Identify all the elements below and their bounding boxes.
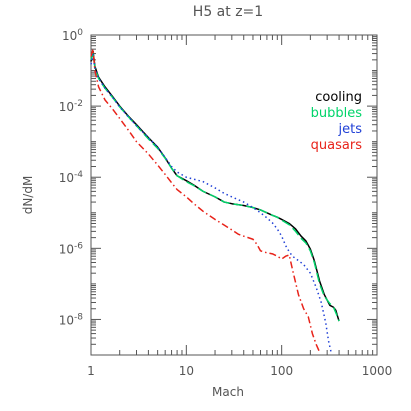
- y-tick-labels: 100 10-2 10-4 10-6 10-8: [59, 28, 84, 327]
- legend-entry-jets: jets: [338, 122, 363, 137]
- y-tick-label: 10-2: [59, 99, 83, 114]
- series-line-cooling: [90, 50, 340, 322]
- x-tick-label: 10: [179, 364, 194, 378]
- y-tick-label: 10-4: [59, 170, 84, 185]
- y-tick-label: 10-8: [59, 312, 84, 327]
- legend-entry-quasars: quasars: [311, 138, 363, 153]
- x-tick-label: 1: [87, 364, 95, 378]
- series-line-jets: [90, 53, 332, 353]
- legend-entry-bubbles: bubbles: [311, 106, 363, 121]
- plot-frame: [90, 34, 378, 356]
- x-axis-label: Mach: [212, 385, 244, 399]
- legend-entry-cooling: cooling: [315, 90, 362, 105]
- series-lines: [90, 48, 340, 353]
- axis-ticks: [90, 35, 377, 356]
- y-axis-label: dN/dM: [21, 176, 35, 215]
- x-tick-label: 100: [270, 364, 293, 378]
- x-tick-labels: 1 10 100 1000: [87, 364, 392, 378]
- y-tick-label: 100: [62, 28, 83, 43]
- y-tick-label: 10-6: [59, 241, 84, 256]
- series-line-bubbles: [90, 52, 340, 322]
- chart-title: H5 at z=1: [193, 4, 263, 20]
- x-tick-label: 1000: [362, 364, 393, 378]
- series-line-quasars: [90, 48, 321, 353]
